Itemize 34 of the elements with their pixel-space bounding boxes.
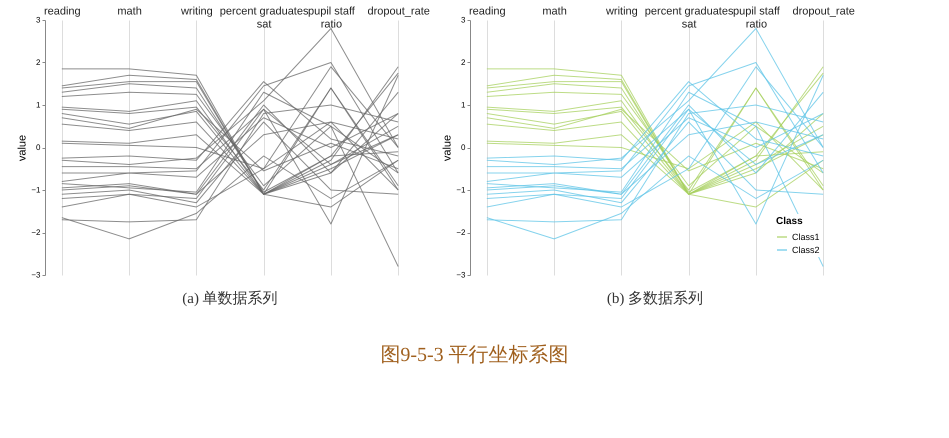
y-tick-label: −2: [31, 228, 42, 237]
y-tick-label: 3: [36, 16, 42, 24]
y-tick-label: −2: [456, 228, 466, 237]
x-tick-label: writing: [604, 6, 638, 18]
y-axis-title: value: [441, 134, 454, 162]
x-tick-label: math: [117, 6, 142, 18]
x-tick-label: pupil staff ratio: [308, 6, 356, 30]
text: (b) 多数据系列: [606, 290, 704, 307]
x-tick-label: reading: [468, 6, 506, 18]
caption: 图9-5-3 平行坐标系图: [379, 343, 570, 368]
y-axis-title: value: [16, 134, 28, 162]
y-tick-label: −1: [456, 186, 466, 194]
y-tick-label: 1: [36, 100, 42, 110]
x-tick-label: pupil staff ratio: [732, 6, 781, 30]
y-tick-label: −3: [456, 270, 466, 280]
x-tick-label: writing: [180, 6, 213, 18]
legend-label: Class2: [792, 245, 820, 255]
x-tick-label: math: [542, 6, 567, 18]
x-tick-label: percent graduates sat: [220, 6, 309, 30]
y-tick-label: 1: [461, 100, 466, 110]
text: (a) 单数据系列: [182, 290, 278, 307]
y-tick-label: −3: [31, 270, 42, 280]
x-tick-label: percent graduates sat: [644, 6, 734, 30]
y-tick-label: −1: [31, 186, 42, 194]
x-tick-label: dropout_rate: [792, 6, 855, 18]
y-tick-label: 2: [36, 58, 42, 67]
y-tick-label: 0: [36, 143, 42, 152]
x-tick-label: dropout_rate: [367, 6, 430, 18]
legend-title: Class: [776, 216, 804, 227]
y-tick-label: 3: [461, 16, 466, 24]
x-tick-label: reading: [44, 6, 81, 18]
legend-label: Class1: [792, 232, 820, 242]
y-tick-label: 2: [461, 58, 466, 67]
y-tick-label: 0: [461, 143, 466, 152]
